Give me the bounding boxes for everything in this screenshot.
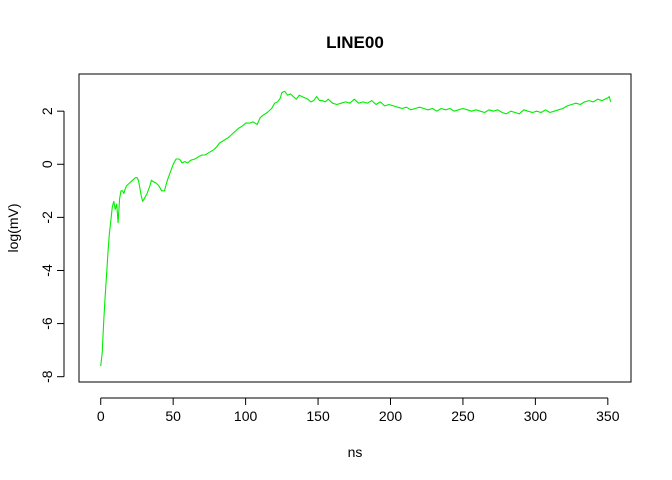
x-tick-label: 250 bbox=[451, 408, 475, 424]
chart-title: LINE00 bbox=[326, 33, 384, 52]
y-tick-label: -4 bbox=[39, 264, 55, 277]
x-tick-label: 300 bbox=[524, 408, 548, 424]
y-tick-label: -2 bbox=[39, 211, 55, 224]
x-tick-label: 150 bbox=[306, 408, 330, 424]
x-tick-label: 200 bbox=[379, 408, 403, 424]
series-line-0 bbox=[100, 90, 612, 367]
y-tick-label: 2 bbox=[39, 107, 55, 115]
y-axis: -8 -6 -4 -2 0 2 bbox=[39, 107, 65, 383]
y-tick-label: -8 bbox=[39, 370, 55, 383]
series-layer bbox=[100, 90, 612, 367]
y-axis-label: log(mV) bbox=[5, 203, 21, 252]
x-tick-label: 100 bbox=[234, 408, 258, 424]
x-axis: 0 50 100 150 200 250 300 350 bbox=[97, 397, 620, 424]
x-tick-label: 50 bbox=[165, 408, 181, 424]
x-axis-label: ns bbox=[348, 444, 363, 460]
y-tick-label: -6 bbox=[39, 317, 55, 330]
y-tick-label: 0 bbox=[39, 160, 55, 168]
x-tick-label: 350 bbox=[596, 408, 620, 424]
x-tick-label: 0 bbox=[97, 408, 105, 424]
plot-frame bbox=[78, 73, 632, 383]
